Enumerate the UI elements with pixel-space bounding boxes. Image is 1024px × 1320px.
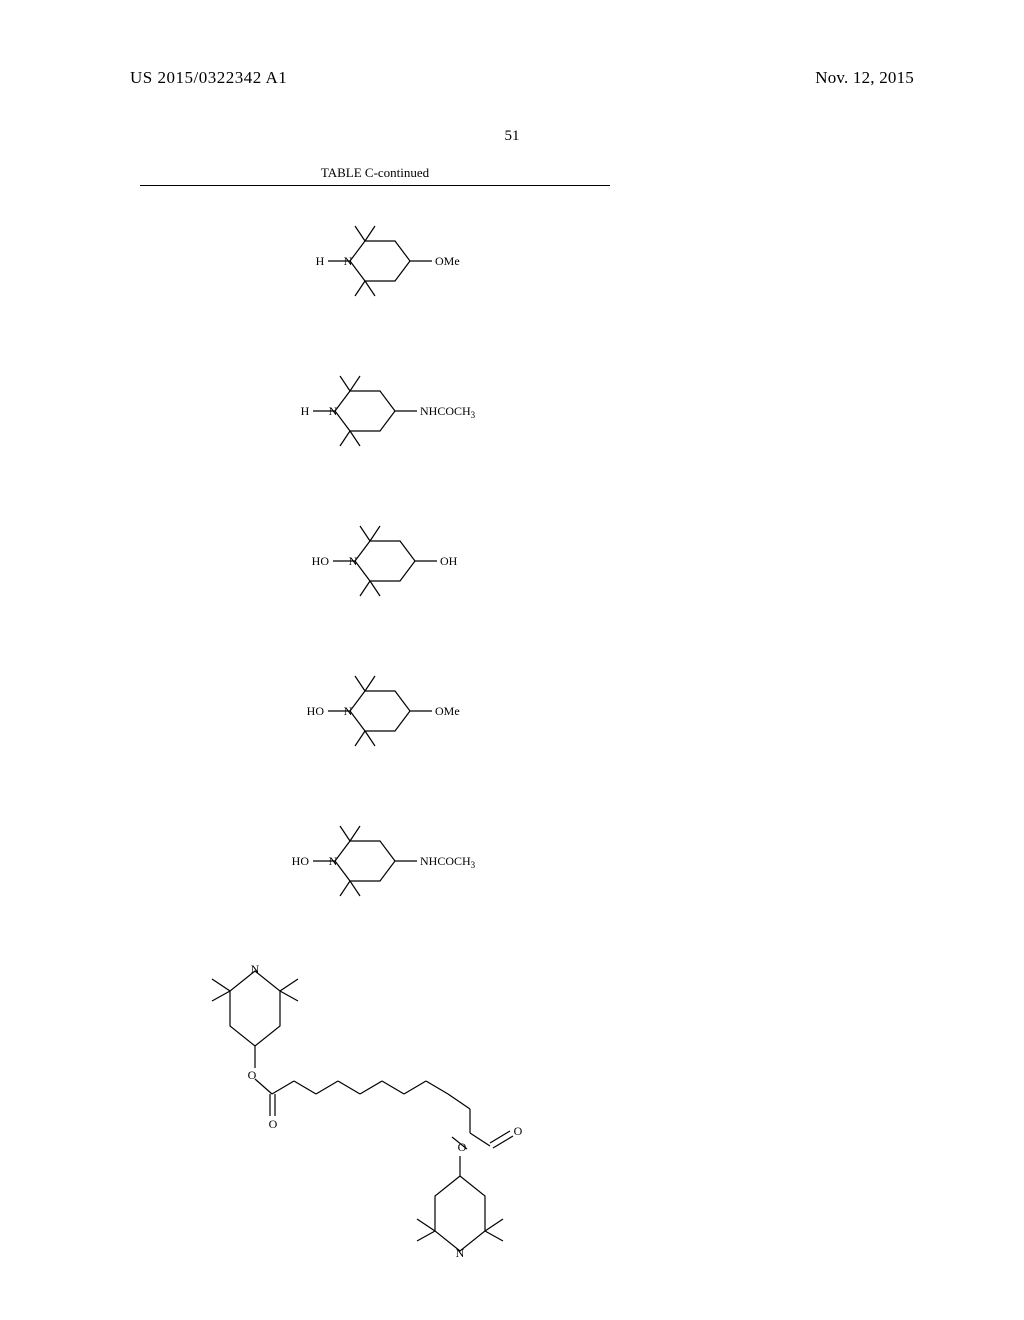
svg-text:NHCOCH3: NHCOCH3: [420, 854, 476, 870]
publication-number: US 2015/0322342 A1: [130, 68, 287, 88]
publication-date: Nov. 12, 2015: [815, 68, 914, 88]
structure-2: N H NHCOCH3: [140, 351, 610, 471]
svg-text:O: O: [458, 1140, 467, 1154]
structure-3: N HO OH: [140, 501, 610, 621]
svg-text:NHCOCH3: NHCOCH3: [420, 404, 476, 420]
structure-1: N H OMe: [140, 201, 610, 321]
structures-list: N H OMe N H NHCOCH3: [140, 186, 610, 1286]
structure-4: N HO OMe: [140, 651, 610, 771]
svg-text:N: N: [344, 704, 353, 718]
svg-text:HO: HO: [307, 704, 325, 718]
svg-text:N: N: [456, 1246, 465, 1260]
structure-dimer: N O O O O N: [140, 951, 610, 1261]
svg-text:H: H: [316, 254, 325, 268]
svg-text:O: O: [514, 1124, 523, 1138]
svg-text:N: N: [344, 254, 353, 268]
svg-text:N: N: [329, 854, 338, 868]
svg-text:OMe: OMe: [435, 254, 460, 268]
table-title: TABLE C-continued: [140, 165, 610, 181]
table-container: TABLE C-continued: [140, 165, 610, 1286]
svg-text:N: N: [349, 554, 358, 568]
svg-text:HO: HO: [292, 854, 310, 868]
svg-text:O: O: [269, 1117, 278, 1131]
svg-text:HO: HO: [312, 554, 330, 568]
structure-5: N HO NHCOCH3: [140, 801, 610, 921]
svg-text:OH: OH: [440, 554, 458, 568]
svg-text:N: N: [329, 404, 338, 418]
svg-text:H: H: [301, 404, 310, 418]
svg-text:N: N: [251, 962, 260, 976]
page-number: 51: [505, 128, 520, 145]
svg-text:O: O: [248, 1068, 257, 1082]
svg-text:OMe: OMe: [435, 704, 460, 718]
